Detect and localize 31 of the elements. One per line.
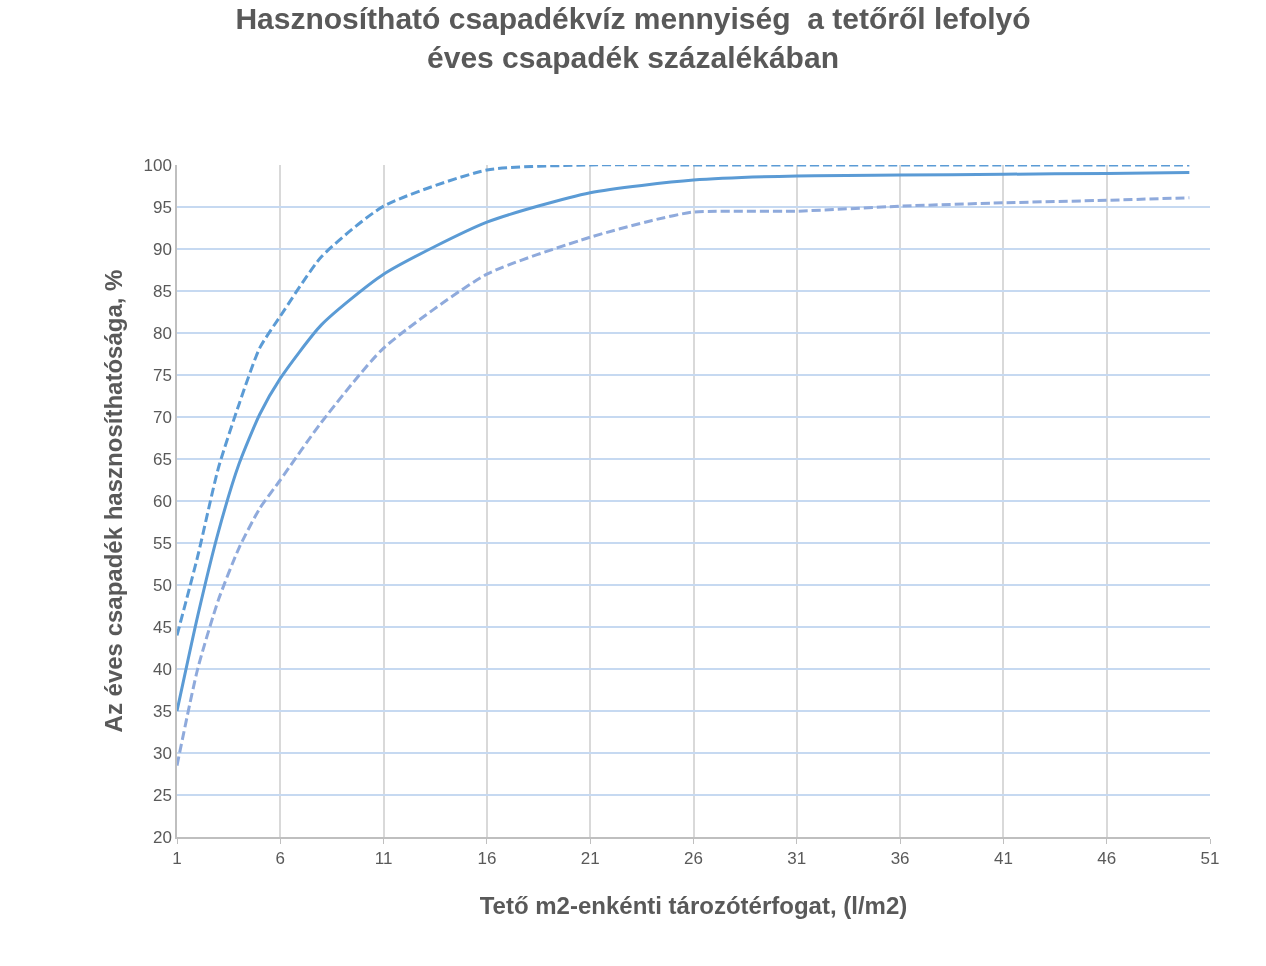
x-tick-label: 21	[580, 849, 600, 869]
y-axis-title: Az éves csapadék hasznosíthatósága, %	[100, 269, 128, 733]
x-tick-label: 16	[477, 849, 497, 869]
y-tick-label: 60	[152, 491, 172, 511]
x-tick-label: 36	[890, 849, 910, 869]
x-tick-label: 46	[1097, 849, 1117, 869]
x-tick-label: 51	[1200, 849, 1220, 869]
chart-title: Hasznosítható csapadékvíz mennyiség a tetőről lefolyó éves csapadék százalékában	[235, 1, 1031, 74]
x-tick-label: 1	[172, 849, 182, 869]
y-tick-label: 45	[152, 617, 172, 637]
y-tick-label: 40	[152, 659, 172, 679]
y-tick-label: 85	[152, 281, 172, 301]
y-tick-label: 35	[152, 701, 172, 721]
y-tick-label: 50	[152, 575, 172, 595]
x-tick-label: 11	[374, 849, 393, 869]
y-tick-label: 95	[152, 197, 172, 217]
y-tick-label: 90	[152, 239, 172, 259]
y-tick-label: 25	[152, 785, 172, 805]
y-tick-label: 20	[152, 827, 172, 847]
y-tick-label: 30	[152, 743, 172, 763]
y-tick-label: 70	[152, 407, 172, 427]
y-tick-label: 65	[152, 449, 172, 469]
x-tick-label: 6	[275, 849, 286, 869]
y-tick-label: 100	[143, 155, 172, 175]
y-tick-label: 80	[152, 323, 172, 343]
y-tick-label: 55	[152, 533, 172, 553]
x-tick-label: 41	[993, 849, 1013, 869]
x-axis-title: Tető m2-enkénti tározótérfogat, (l/m2)	[479, 891, 908, 919]
x-tick-label: 31	[787, 849, 807, 869]
y-tick-label: 75	[152, 365, 172, 385]
x-tick-label: 26	[684, 849, 703, 869]
